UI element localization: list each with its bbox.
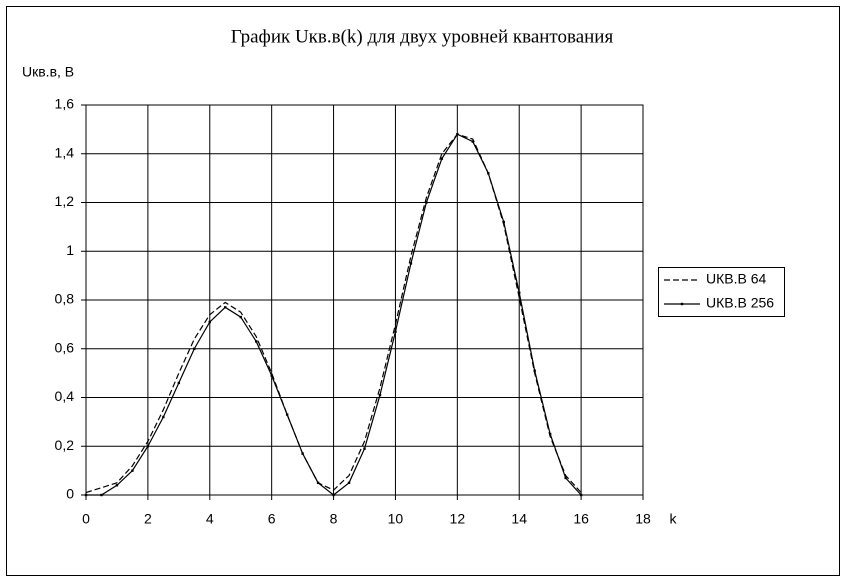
point xyxy=(162,415,165,419)
point xyxy=(394,330,397,333)
x-tick-label: 10 xyxy=(388,511,404,527)
y-tick-label: 0,6 xyxy=(55,339,75,355)
point xyxy=(301,452,304,455)
point xyxy=(193,347,196,350)
point xyxy=(270,374,273,377)
point xyxy=(285,413,289,416)
point xyxy=(177,381,181,385)
x-tick-label: 4 xyxy=(206,511,214,527)
point xyxy=(471,140,475,143)
y-tick-label: 1,4 xyxy=(55,144,75,160)
point xyxy=(347,481,351,485)
point xyxy=(332,493,335,497)
y-tick-label: 0,2 xyxy=(55,437,75,453)
y-tick-label: 0 xyxy=(66,486,74,502)
y-axis-label: Uкв.в, В xyxy=(22,64,74,80)
point xyxy=(409,262,413,265)
legend-marker xyxy=(680,302,684,306)
x-tick-label: 14 xyxy=(511,511,527,527)
point xyxy=(548,432,552,436)
point xyxy=(84,493,88,497)
point xyxy=(425,201,428,204)
point xyxy=(316,481,320,485)
y-tick-label: 1 xyxy=(66,242,74,258)
y-tick-label: 1,2 xyxy=(55,193,75,209)
point xyxy=(564,476,567,480)
x-tick-label: 12 xyxy=(450,511,466,527)
point xyxy=(100,493,103,497)
legend-label: UКВ.В 256 xyxy=(706,295,774,311)
point xyxy=(579,493,583,497)
chart-title: График Uкв.в(k) для двух уровней квантов… xyxy=(231,26,614,47)
legend-label: UКВ.В 64 xyxy=(706,271,767,287)
y-tick-label: 1,6 xyxy=(55,96,75,112)
x-tick-label: 16 xyxy=(573,511,589,527)
legend xyxy=(658,267,785,317)
point xyxy=(254,340,258,343)
point xyxy=(456,133,459,136)
point xyxy=(502,220,505,224)
x-axis-label: k xyxy=(670,511,678,527)
point xyxy=(115,484,119,487)
point xyxy=(363,447,366,450)
point xyxy=(533,369,536,372)
point xyxy=(208,320,211,324)
point xyxy=(378,393,382,397)
point xyxy=(224,306,227,309)
point xyxy=(146,445,150,448)
point xyxy=(131,469,134,472)
x-tick-label: 2 xyxy=(144,511,152,527)
point xyxy=(239,315,242,319)
x-tick-label: 6 xyxy=(268,511,276,527)
y-tick-label: 0,8 xyxy=(55,291,75,307)
point xyxy=(487,172,490,175)
y-tick-label: 0,4 xyxy=(55,388,75,404)
point xyxy=(440,157,444,160)
x-tick-label: 0 xyxy=(82,511,90,527)
x-tick-label: 18 xyxy=(635,511,651,527)
point xyxy=(518,291,521,294)
x-tick-label: 8 xyxy=(330,511,338,527)
